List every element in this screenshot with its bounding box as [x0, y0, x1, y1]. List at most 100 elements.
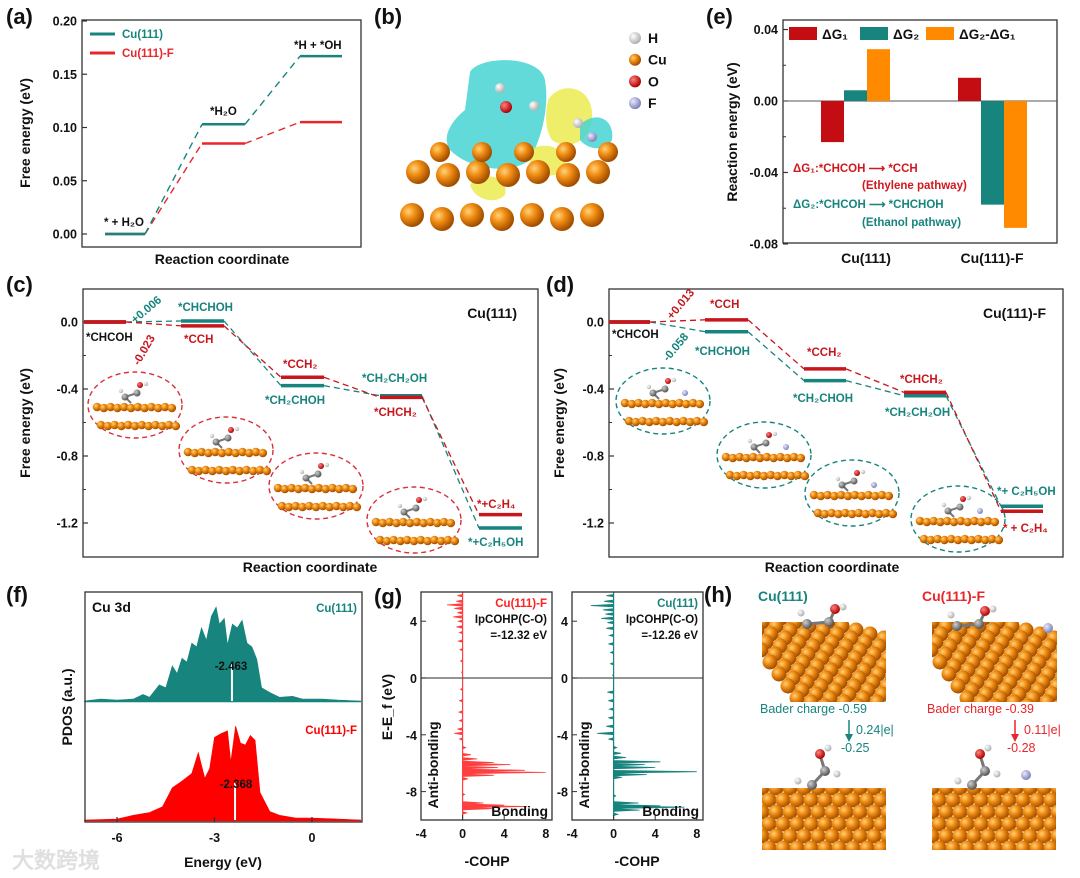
cu-atom [432, 518, 442, 528]
cu-atom [762, 654, 778, 670]
cu-atom [1072, 841, 1080, 856]
cu-atom [334, 484, 344, 494]
y-tick-label: -0.08 [750, 237, 779, 251]
c-atom [314, 470, 322, 478]
cu-atom [852, 828, 868, 844]
cu-atom [902, 793, 917, 808]
energy-levels [105, 54, 342, 236]
cu-atom [813, 508, 823, 518]
arrow-down-icon [845, 720, 853, 742]
o-atom [137, 382, 143, 388]
cu-atom [803, 694, 819, 702]
step-label: *CHCH₂ [374, 407, 417, 419]
cu-atom [126, 403, 136, 413]
y-tick-label: 0.0 [587, 316, 604, 330]
cu-atom [932, 624, 935, 636]
step-label: *H + *OH [294, 40, 342, 52]
cu-atom [933, 534, 942, 544]
y-ticks: 0.0 -0.4 -0.8 -1.2 [582, 316, 614, 531]
cu-atom [911, 781, 926, 796]
cu-atom [845, 792, 861, 808]
cu-atom [780, 678, 796, 694]
cu-atom [1001, 816, 1017, 832]
cu-atom [727, 781, 742, 796]
cu-atom [939, 853, 954, 868]
cu-atom [956, 516, 966, 526]
x-axis-label: Reaction coordinate [243, 559, 378, 575]
cu-atom [1029, 816, 1045, 832]
cu-atom [762, 828, 770, 844]
cu-atom [941, 666, 957, 682]
cu-atom [580, 203, 604, 227]
inset-ellipse [87, 371, 183, 439]
step-label: *CH₂CH₂OH [362, 373, 427, 385]
cu-atom [732, 599, 747, 614]
cu-atom [874, 509, 884, 519]
panel-label-c: (c) [6, 272, 33, 297]
cu-atom [721, 452, 731, 462]
cu-atom [861, 509, 870, 519]
cu-atom [389, 535, 398, 545]
cu-atom [490, 207, 514, 231]
cu-atom [318, 501, 328, 511]
cu-atom [906, 619, 921, 634]
cu-atom [416, 535, 426, 545]
cu-atom [228, 465, 238, 475]
h-atom [671, 377, 677, 383]
cu-atom [789, 792, 805, 808]
cu-atom [994, 804, 1010, 820]
cu-atom [939, 757, 954, 772]
cu-atom [816, 491, 826, 501]
cu-atom [430, 207, 454, 231]
cu-atom [130, 421, 140, 431]
cu-atom [903, 695, 918, 710]
panel-e: -0.08 -0.04 0.00 0.04 ΔG₁ ΔG₂ ΔG₂-ΔG₁ ΔG₁:*CH… [724, 19, 1058, 266]
cu-atom [825, 853, 840, 868]
cu-atom [873, 816, 886, 832]
c-atom [802, 619, 812, 629]
o-atom [766, 432, 772, 438]
cu-atom [980, 535, 990, 545]
cu-atom [140, 403, 149, 413]
cu-atom [352, 502, 362, 512]
cu-atom [1058, 841, 1073, 856]
step-label: *CHCH₂ [900, 374, 943, 386]
c-atom [224, 434, 232, 442]
panel-b-legend: H Cu OF [629, 30, 667, 111]
cu-atom [925, 757, 940, 772]
cu-atom [918, 865, 933, 878]
cu-atom [1008, 828, 1024, 844]
cu-atom [214, 465, 224, 475]
cu-atom [423, 536, 432, 546]
cu-atom [1001, 792, 1017, 808]
legend-label-cu111f: Cu(111)-F [122, 48, 174, 60]
series-label-cu111: Cu(111) [316, 603, 357, 615]
cu-atom [949, 517, 959, 527]
cu-atom [915, 631, 930, 646]
bader-after-cu111f: -0.28 [1007, 741, 1036, 755]
panel-h-structures [727, 599, 1080, 878]
cu-atom [748, 769, 763, 784]
panel-b-charge-density [400, 60, 618, 231]
cu-atom [248, 466, 258, 476]
cu-atom [735, 452, 744, 462]
cu-atom [1035, 703, 1050, 718]
y-tick-label: 0.05 [53, 174, 77, 188]
cu-atom [298, 502, 307, 512]
cu-atom [556, 163, 580, 187]
cu-atom [853, 853, 868, 868]
cu-atom [867, 853, 882, 868]
cu-atom [897, 805, 912, 820]
cu-atom [748, 452, 758, 462]
connector-line [421, 397, 480, 515]
cu-atom [405, 518, 415, 528]
cu-atom [665, 416, 675, 426]
cu-atom [1022, 828, 1038, 844]
cu-atom [869, 694, 885, 702]
cohp-area [446, 592, 546, 820]
cu-atom [430, 142, 450, 162]
cu-atom [742, 453, 751, 463]
cu-atom [967, 535, 976, 545]
y-tick-label: -0.8 [582, 450, 604, 464]
